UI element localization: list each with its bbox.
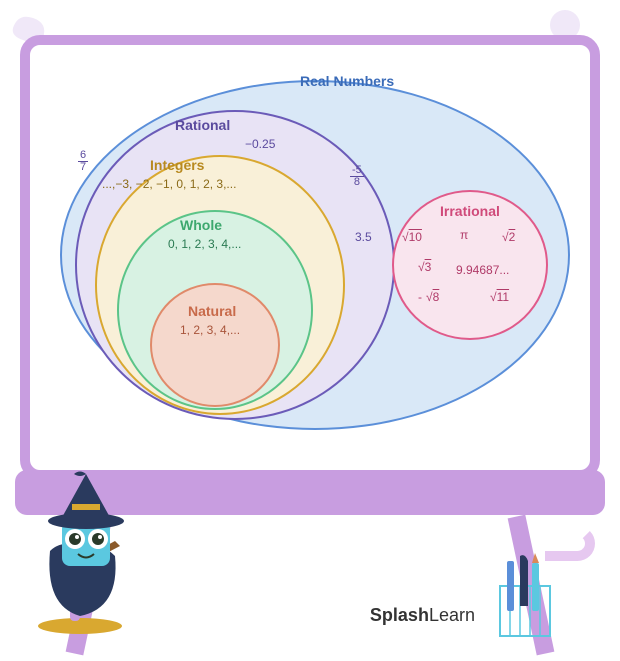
brand-bold: Splash — [370, 605, 429, 625]
example-value: 9.94687... — [456, 263, 509, 277]
rational-label: Rational — [175, 117, 230, 133]
example-value: - — [418, 290, 422, 304]
example-value: −0.25 — [245, 137, 275, 151]
example-value: ...,−3, −2, −1, 0, 1, 2, 3,... — [102, 177, 236, 191]
example-value: π — [460, 228, 468, 242]
example-value: √2 — [502, 230, 515, 244]
easel-board: Real Numbers Rational Integers Whole Nat… — [20, 35, 600, 480]
example-value: √8 — [426, 290, 439, 304]
example-value: √11 — [490, 290, 509, 304]
example-value: -58 — [350, 165, 364, 188]
real-numbers-label: Real Numbers — [300, 73, 394, 89]
whole-label: Whole — [180, 217, 222, 233]
example-value: √3 — [418, 260, 431, 274]
wizard-character — [30, 466, 160, 636]
example-value: 67 — [78, 150, 88, 173]
example-value: 3.5 — [355, 230, 372, 244]
pen-holder — [490, 551, 560, 641]
irrational-label: Irrational — [440, 203, 500, 219]
brand-regular: Learn — [429, 605, 475, 625]
natural-label: Natural — [188, 303, 236, 319]
integers-label: Integers — [150, 157, 204, 173]
brand-logo: SplashLearn — [370, 605, 475, 626]
example-value: 0, 1, 2, 3, 4,... — [168, 237, 241, 251]
example-value: 1, 2, 3, 4,... — [180, 323, 240, 337]
number-sets-diagram: Real Numbers Rational Integers Whole Nat… — [40, 55, 580, 475]
easel: Real Numbers Rational Integers Whole Nat… — [20, 35, 600, 515]
example-value: √10 — [402, 230, 422, 244]
natural-set — [150, 283, 280, 407]
